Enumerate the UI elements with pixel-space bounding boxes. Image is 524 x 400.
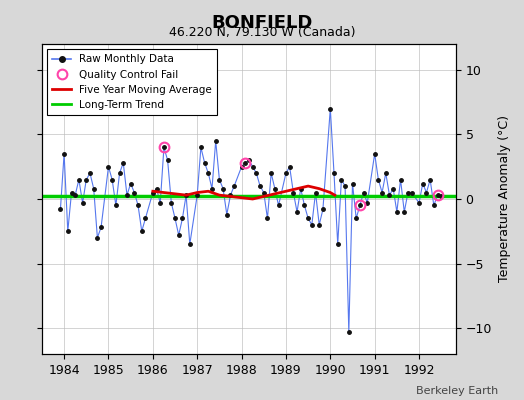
Y-axis label: Temperature Anomaly (°C): Temperature Anomaly (°C) <box>497 116 510 282</box>
Text: BONFIELD: BONFIELD <box>211 14 313 32</box>
Legend: Raw Monthly Data, Quality Control Fail, Five Year Moving Average, Long-Term Tren: Raw Monthly Data, Quality Control Fail, … <box>47 49 217 115</box>
Text: Berkeley Earth: Berkeley Earth <box>416 386 498 396</box>
Text: 46.220 N, 79.130 W (Canada): 46.220 N, 79.130 W (Canada) <box>169 26 355 39</box>
